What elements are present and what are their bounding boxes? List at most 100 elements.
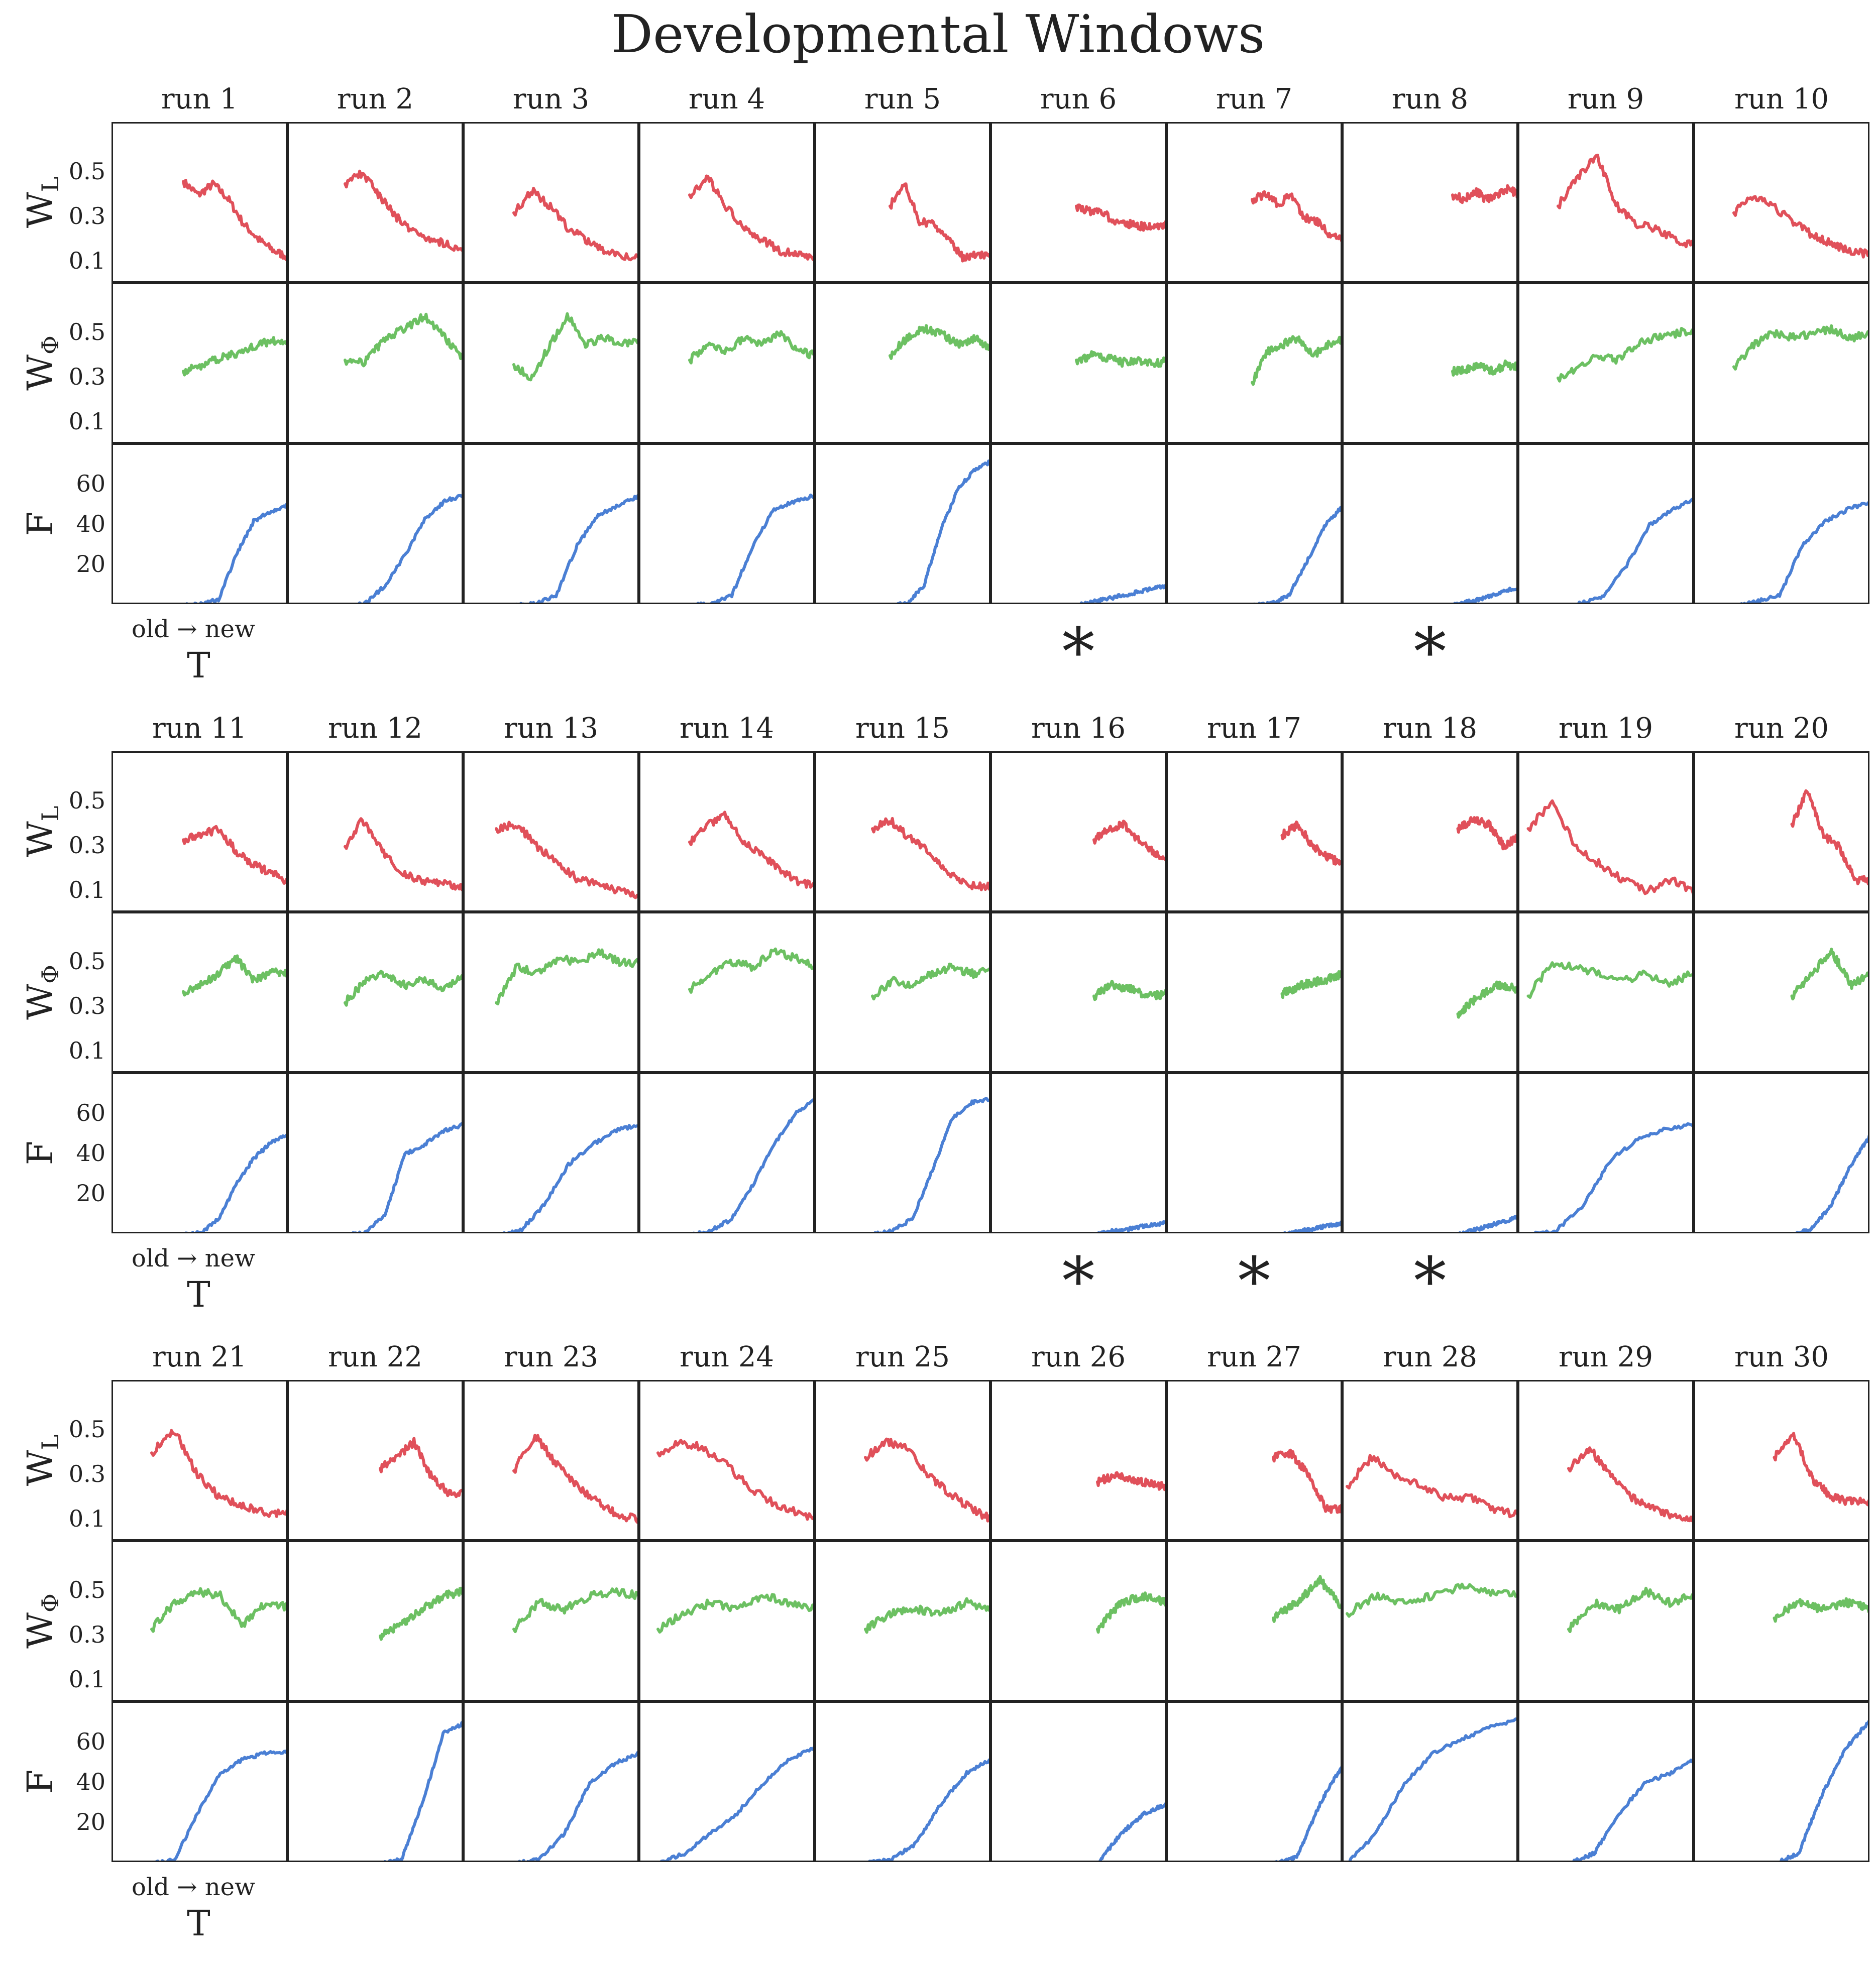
subplot-wl (1166, 1380, 1342, 1541)
series-line-wphi (182, 954, 286, 997)
subplot-wphi (112, 912, 287, 1073)
series-line-wphi (495, 948, 637, 1006)
subplot-canvas (344, 970, 462, 1007)
series-line-wphi (889, 324, 989, 360)
series-line-f (352, 1122, 462, 1232)
subplot-canvas (1456, 980, 1516, 1019)
ytick-label: 0.1 (68, 247, 105, 274)
x-axis-label: T (187, 1274, 210, 1315)
subplot-canvas (182, 336, 286, 377)
subplot-f (639, 1073, 815, 1233)
series-line-wphi (1096, 1591, 1165, 1634)
subplot-wl (287, 1380, 463, 1541)
ytick-label: 20 (76, 550, 105, 578)
subplot-canvas (1075, 203, 1165, 232)
run-title: run 8 (1391, 83, 1469, 116)
subplot-canvas (150, 1429, 286, 1518)
series-line-wphi (1280, 970, 1341, 999)
subplot-canvas (1567, 1446, 1692, 1523)
series-line-wl (1557, 154, 1692, 249)
subplot-canvas (495, 948, 637, 1006)
subplot-wphi (1694, 912, 1869, 1073)
run-title: run 21 (152, 1341, 247, 1373)
series-line-f (1794, 1134, 1868, 1232)
subplot-canvas (1790, 789, 1868, 885)
ytick-label: 60 (76, 470, 105, 497)
run-title: run 29 (1559, 1341, 1653, 1373)
x-axis-hint: old → new (132, 1873, 256, 1901)
series-line-f (1740, 501, 1868, 603)
subplot-canvas (1534, 1122, 1692, 1232)
subplot-canvas (1096, 1471, 1165, 1491)
series-line-wl (1732, 195, 1868, 259)
subplot-canvas (503, 1124, 637, 1232)
series-line-f (185, 503, 286, 603)
series-line-wphi (379, 1586, 462, 1641)
series-line-f (1577, 498, 1692, 603)
ytick-label: 0.1 (68, 1036, 105, 1064)
subplot-canvas (1557, 327, 1692, 383)
series-line-wl (512, 186, 637, 262)
subplot-wl (1518, 1380, 1694, 1541)
subplot-canvas (1732, 324, 1868, 371)
run-title: run 2 (337, 83, 414, 116)
series-line-wl (1272, 1448, 1341, 1514)
subplot-canvas (871, 962, 989, 1001)
subplot-canvas (1567, 1586, 1692, 1633)
series-line-wl (495, 821, 637, 899)
subplot-canvas (1526, 799, 1692, 895)
run-title: run 11 (152, 712, 247, 745)
series-line-f (1097, 1220, 1165, 1232)
subplot-f (287, 443, 463, 604)
ytick-label: 40 (76, 1139, 105, 1167)
subplot-f (1342, 1073, 1518, 1233)
subplot-wl (1342, 1380, 1518, 1541)
subplot-canvas (1272, 1448, 1341, 1514)
subplot-wphi (1694, 283, 1869, 443)
subplot-wphi (463, 1541, 639, 1701)
series-line-wl (344, 817, 462, 891)
series-line-f (516, 494, 637, 603)
subplot-canvas (352, 1122, 462, 1232)
subplot-canvas (518, 1751, 637, 1861)
series-line-wphi (182, 336, 286, 377)
subplot-canvas (344, 169, 462, 252)
subplot-wl (815, 1380, 990, 1541)
series-line-wl (379, 1437, 462, 1498)
subplot-canvas (344, 312, 462, 368)
subplot-canvas (1092, 820, 1165, 861)
series-line-wl (1526, 799, 1692, 895)
subplot-f (1694, 1073, 1869, 1233)
subplot-canvas (1275, 1766, 1341, 1861)
subplot-wphi (1342, 283, 1518, 443)
run-title: run 13 (504, 712, 598, 745)
subplot-canvas (344, 817, 462, 891)
subplot-canvas (1732, 195, 1868, 259)
series-line-wphi (344, 970, 462, 1007)
ytick-label: 0.3 (68, 992, 105, 1019)
subplot-wl (287, 122, 463, 283)
subplot-f (1166, 1073, 1342, 1233)
series-line-f (1348, 1717, 1516, 1861)
subplot-canvas (1346, 1454, 1516, 1519)
series-line-wphi (1272, 1575, 1341, 1623)
significance-star: * (1238, 1243, 1271, 1319)
series-line-wl (889, 182, 989, 263)
run-title: run 7 (1216, 83, 1293, 116)
subplot-wphi (1342, 1541, 1518, 1701)
subplot-wphi (463, 912, 639, 1073)
subplot-wphi (815, 912, 990, 1073)
subplot-canvas (1075, 350, 1165, 368)
run-title: run 1 (161, 83, 238, 116)
series-line-wl (1096, 1471, 1165, 1491)
series-line-wl (1251, 190, 1341, 242)
run-title: run 17 (1207, 712, 1301, 745)
run-title: run 19 (1559, 712, 1653, 745)
run-title: run 5 (864, 83, 941, 116)
series-line-f (1459, 1214, 1516, 1232)
ytick-label: 60 (76, 1099, 105, 1126)
subplot-canvas (516, 494, 637, 603)
subplot-f (463, 1701, 639, 1862)
subplot-wphi (639, 283, 815, 443)
series-line-wl (1451, 184, 1516, 204)
